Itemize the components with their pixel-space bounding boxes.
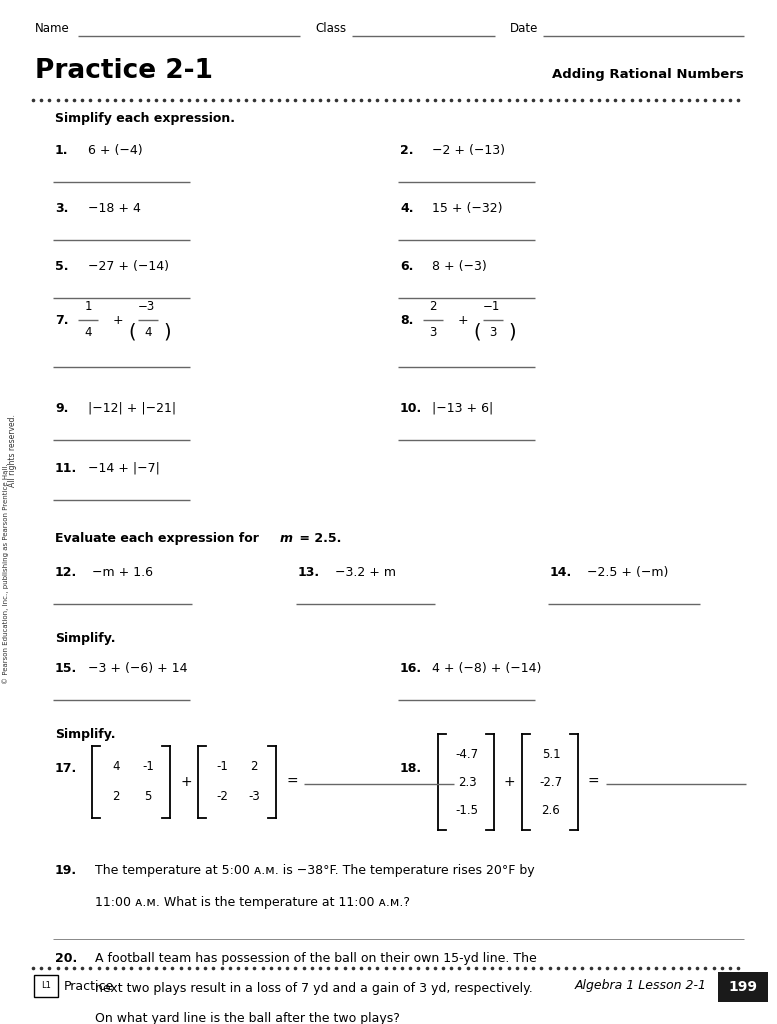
Text: 5.: 5. — [55, 260, 68, 273]
Text: Date: Date — [510, 22, 538, 35]
Text: 11:00 ᴀ.ᴍ. What is the temperature at 11:00 ᴀ.ᴍ.?: 11:00 ᴀ.ᴍ. What is the temperature at 11… — [95, 896, 410, 909]
Text: +: + — [180, 775, 192, 790]
Text: 6 + (−4): 6 + (−4) — [88, 144, 143, 157]
Text: 2: 2 — [250, 761, 258, 773]
Text: Adding Rational Numbers: Adding Rational Numbers — [552, 68, 744, 81]
Text: m: m — [280, 532, 293, 545]
Text: 15.: 15. — [55, 662, 77, 675]
Text: 4: 4 — [112, 761, 120, 773]
Text: +: + — [504, 775, 516, 790]
Text: =: = — [588, 775, 600, 790]
Text: 2: 2 — [429, 300, 437, 313]
Text: +: + — [458, 314, 469, 327]
Text: 10.: 10. — [400, 402, 422, 415]
Text: 4: 4 — [84, 326, 92, 339]
Text: −1: −1 — [483, 300, 500, 313]
Text: All rights reserved.: All rights reserved. — [9, 414, 18, 487]
Text: -2.7: -2.7 — [539, 775, 563, 788]
Text: Algebra 1 Lesson 2-1: Algebra 1 Lesson 2-1 — [575, 980, 707, 992]
Text: Simplify each expression.: Simplify each expression. — [55, 112, 235, 125]
Text: −3: −3 — [138, 300, 155, 313]
Text: 2.: 2. — [400, 144, 413, 157]
Text: 4: 4 — [145, 326, 152, 339]
Text: +: + — [113, 314, 124, 327]
Text: 2.3: 2.3 — [458, 775, 476, 788]
Text: 8.: 8. — [400, 314, 413, 327]
Text: (: ( — [473, 323, 480, 342]
Text: The temperature at 5:00 ᴀ.ᴍ. is −38°F. The temperature rises 20°F by: The temperature at 5:00 ᴀ.ᴍ. is −38°F. T… — [95, 864, 535, 877]
Text: Practice 2-1: Practice 2-1 — [35, 58, 213, 84]
Text: =: = — [286, 775, 298, 790]
Text: Class: Class — [315, 22, 346, 35]
Text: 7.: 7. — [55, 314, 68, 327]
Text: 3: 3 — [490, 326, 497, 339]
Bar — [34, 975, 58, 997]
Text: |−13 + 6|: |−13 + 6| — [432, 402, 493, 415]
Text: 8 + (−3): 8 + (−3) — [432, 260, 486, 273]
Text: −18 + 4: −18 + 4 — [88, 202, 141, 215]
Text: 5: 5 — [145, 791, 152, 804]
Text: −3 + (−6) + 14: −3 + (−6) + 14 — [88, 662, 187, 675]
Text: -3: -3 — [248, 791, 260, 804]
Text: (: ( — [128, 323, 135, 342]
Text: 16.: 16. — [400, 662, 422, 675]
Text: 15 + (−32): 15 + (−32) — [432, 202, 503, 215]
Text: L1: L1 — [41, 981, 51, 990]
Text: Simplify.: Simplify. — [55, 632, 116, 645]
Text: Practice: Practice — [64, 980, 114, 992]
Text: ): ) — [163, 323, 171, 342]
Text: 17.: 17. — [55, 762, 77, 775]
Text: -1: -1 — [142, 761, 154, 773]
Text: 9.: 9. — [55, 402, 68, 415]
Bar — [718, 972, 768, 1002]
Text: A football team has possession of the ball on their own 15-yd line. The: A football team has possession of the ba… — [95, 952, 537, 965]
Text: 1.: 1. — [55, 144, 68, 157]
Text: -1.5: -1.5 — [455, 804, 479, 816]
Text: 5.1: 5.1 — [542, 748, 560, 761]
Text: = 2.5.: = 2.5. — [295, 532, 341, 545]
Text: −3.2 + m: −3.2 + m — [335, 566, 396, 579]
Text: −2 + (−13): −2 + (−13) — [432, 144, 505, 157]
Text: 1: 1 — [84, 300, 92, 313]
Text: 18.: 18. — [400, 762, 422, 775]
Text: Evaluate each expression for: Evaluate each expression for — [55, 532, 263, 545]
Text: 13.: 13. — [298, 566, 320, 579]
Text: −14 + |−7|: −14 + |−7| — [88, 462, 160, 475]
Text: |−12| + |−21|: |−12| + |−21| — [88, 402, 176, 415]
Text: ): ) — [508, 323, 516, 342]
Text: Name: Name — [35, 22, 70, 35]
Text: Simplify.: Simplify. — [55, 728, 116, 741]
Text: 14.: 14. — [550, 566, 572, 579]
Text: 2.6: 2.6 — [542, 804, 560, 816]
Text: next two plays result in a loss of 7 yd and a gain of 3 yd, respectively.: next two plays result in a loss of 7 yd … — [95, 982, 533, 995]
Text: 11.: 11. — [55, 462, 77, 475]
Text: 20.: 20. — [55, 952, 77, 965]
Text: On what yard line is the ball after the two plays?: On what yard line is the ball after the … — [95, 1012, 400, 1024]
Text: 4 + (−8) + (−14): 4 + (−8) + (−14) — [432, 662, 542, 675]
Text: -1: -1 — [216, 761, 228, 773]
Text: 3.: 3. — [55, 202, 68, 215]
Text: 19.: 19. — [55, 864, 77, 877]
Text: -4.7: -4.7 — [455, 748, 479, 761]
Text: 3: 3 — [430, 326, 437, 339]
Text: −2.5 + (−m): −2.5 + (−m) — [587, 566, 668, 579]
Text: 199: 199 — [729, 980, 758, 994]
Text: 6.: 6. — [400, 260, 413, 273]
Text: 2: 2 — [112, 791, 120, 804]
Text: 12.: 12. — [55, 566, 77, 579]
Text: -2: -2 — [216, 791, 228, 804]
Text: 4.: 4. — [400, 202, 413, 215]
Text: −27 + (−14): −27 + (−14) — [88, 260, 169, 273]
Text: −m + 1.6: −m + 1.6 — [92, 566, 153, 579]
Text: © Pearson Education, Inc., publishing as Pearson Prentice Hall.: © Pearson Education, Inc., publishing as… — [2, 463, 9, 684]
